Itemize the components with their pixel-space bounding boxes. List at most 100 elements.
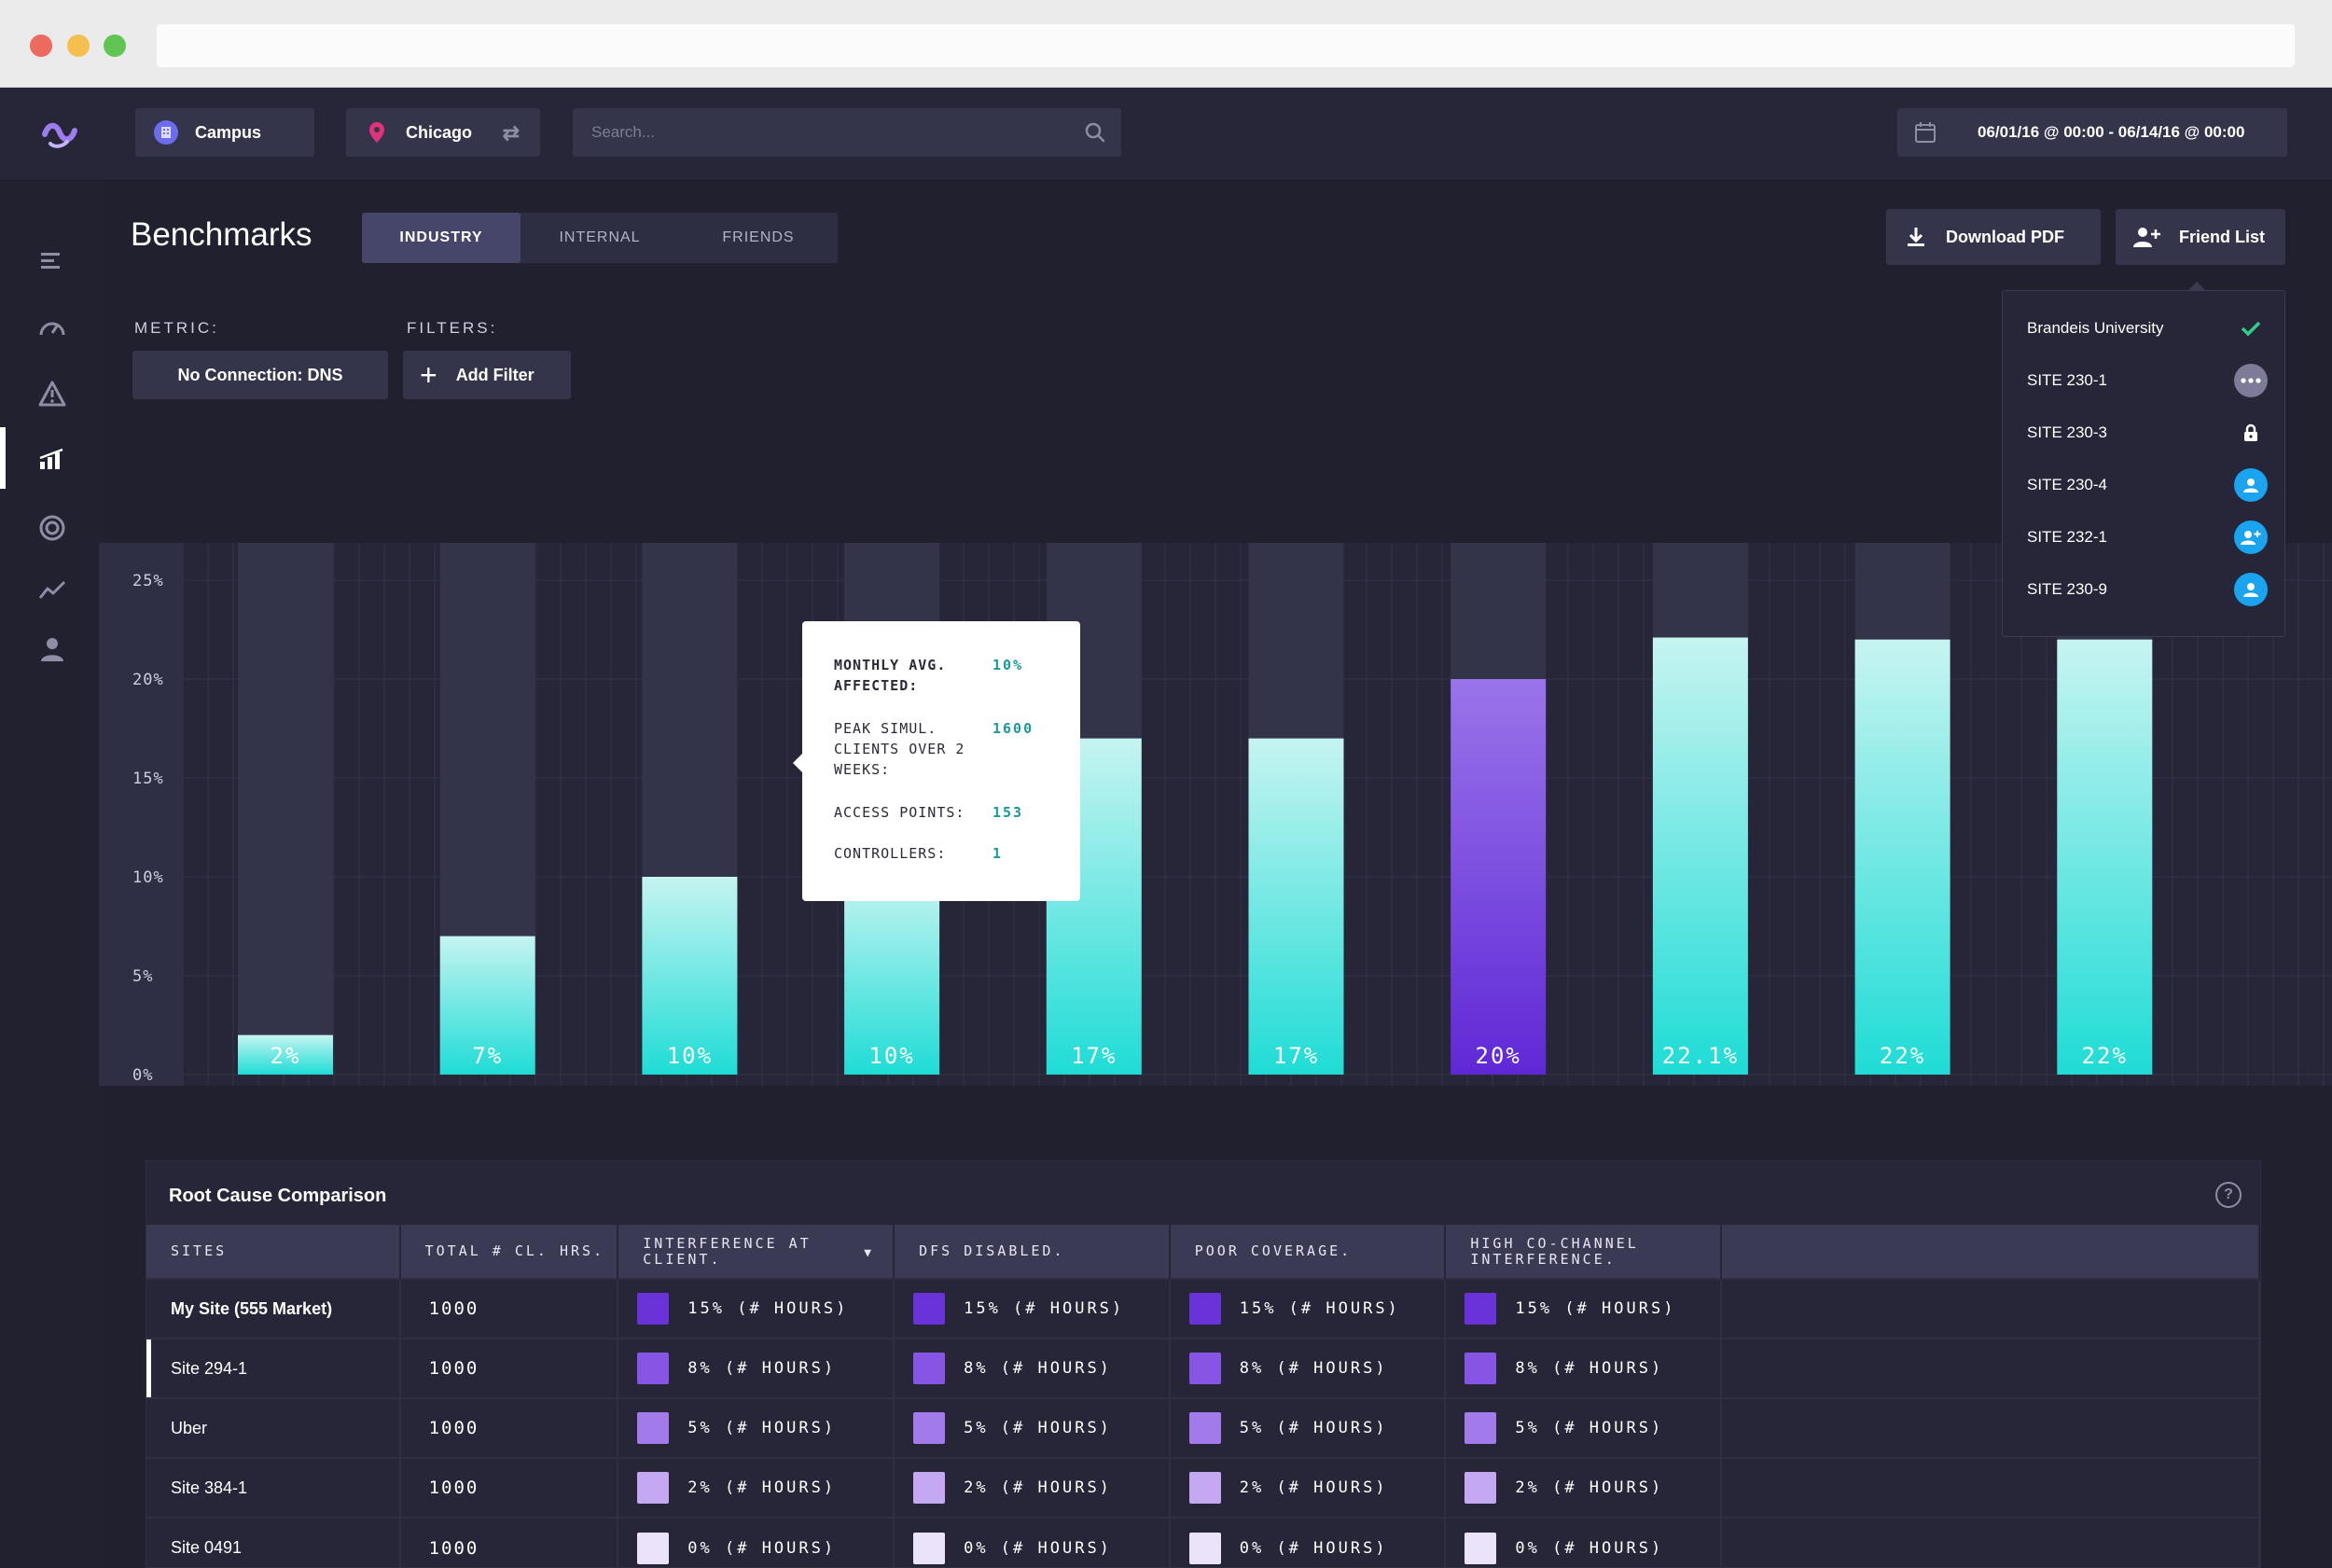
tooltip-key: MONTHLY AVG. AFFECTED:	[834, 657, 947, 694]
friend-item[interactable]: SITE 232-1	[2027, 519, 2268, 556]
percent-cell: 8% (# HOURS)	[1445, 1338, 1723, 1398]
percent-value: 5% (# HOURS)	[964, 1419, 1112, 1437]
bar	[1652, 637, 1748, 1075]
menu-icon[interactable]	[34, 243, 71, 280]
total-hours-cell: 1000	[399, 1338, 619, 1398]
friend-list-dropdown: Brandeis University SITE 230-1 SITE 230-…	[2002, 282, 2285, 637]
column-header-co-channel[interactable]: HIGH CO-CHANNEL INTERFERENCE.	[1445, 1225, 1723, 1279]
tooltip-key: ACCESS POINTS:	[834, 804, 965, 821]
severity-swatch	[637, 1472, 670, 1504]
root-cause-panel: Root Cause Comparison ? SITES TOTAL # CL…	[146, 1160, 2261, 1568]
severity-swatch	[637, 1353, 670, 1384]
severity-swatch	[1188, 1532, 1221, 1564]
y-tick-label: 20%	[132, 671, 164, 689]
alerts-icon[interactable]	[34, 375, 71, 412]
tooltip-row: MONTHLY AVG. AFFECTED: 10%	[834, 655, 1067, 696]
percent-cell: 0% (# HOURS)	[1169, 1517, 1447, 1568]
percent-cell: 2% (# HOURS)	[618, 1457, 895, 1518]
tab-friends[interactable]: FRIENDS	[722, 229, 795, 245]
add-user-icon[interactable]	[2234, 520, 2268, 554]
total-hours-cell: 1000	[399, 1457, 619, 1518]
column-header-poor-coverage[interactable]: POOR COVERAGE.	[1169, 1225, 1447, 1279]
window-maximize-button[interactable]	[104, 35, 126, 57]
percent-cell: 15% (# HOURS)	[1169, 1278, 1447, 1339]
friend-name: SITE 230-3	[2027, 423, 2107, 441]
friend-list-label: Friend List	[2179, 227, 2266, 246]
friend-item[interactable]: Brandeis University	[2027, 310, 2268, 347]
table-row[interactable]: Site 384-1 1000 2% (# HOURS) 2% (# HOURS) 2%…	[146, 1457, 2260, 1518]
user-profile-icon[interactable]	[34, 631, 71, 668]
more-icon[interactable]	[2234, 364, 2268, 397]
benchmarks-icon[interactable]	[0, 427, 71, 489]
date-range-picker[interactable]: 06/01/16 @ 00:00 - 06/14/16 @ 00:00	[1897, 108, 2287, 157]
metric-selector[interactable]: No Connection: DNS	[132, 351, 388, 399]
app-logo[interactable]	[41, 116, 78, 153]
friend-name: SITE 232-1	[2027, 528, 2107, 546]
y-axis-band	[99, 543, 183, 1086]
city-selector[interactable]: Chicago ⇄	[346, 108, 540, 157]
percent-value: 15% (# HOURS)	[1239, 1299, 1400, 1318]
table-row[interactable]: My Site (555 Market) 1000 15% (# HOURS) 15%…	[146, 1278, 2260, 1339]
campus-selector[interactable]: Campus	[135, 108, 314, 157]
bar-value-label: 10%	[868, 1043, 914, 1069]
column-header-label: INTERFERENCE AT CLIENT.	[643, 1234, 812, 1268]
city-label: Chicago	[406, 122, 473, 142]
friend-item[interactable]: SITE 230-1	[2027, 362, 2268, 399]
check-icon	[2234, 312, 2268, 345]
severity-swatch	[913, 1532, 946, 1564]
severity-swatch	[1464, 1532, 1497, 1564]
sort-down-icon[interactable]: ▼	[864, 1246, 875, 1260]
percent-cell: 8% (# HOURS)	[1169, 1338, 1447, 1398]
search-input[interactable]	[573, 108, 1121, 157]
user-icon[interactable]	[2234, 468, 2268, 502]
friend-item[interactable]: SITE 230-3	[2027, 414, 2268, 451]
table-row[interactable]: Site 0491 1000 0% (# HOURS) 0% (# HOURS) 0% …	[146, 1517, 2260, 1568]
percent-value: 0% (# HOURS)	[964, 1538, 1112, 1558]
network-target-icon[interactable]	[34, 509, 71, 547]
table-row[interactable]: Site 294-1 1000 8% (# HOURS) 8% (# HOURS) 8%…	[146, 1338, 2260, 1398]
table-row[interactable]: Uber 1000 5% (# HOURS) 5% (# HOURS) 5% (# HO…	[146, 1397, 2260, 1458]
empty-cell	[1721, 1338, 2260, 1398]
total-hours-cell: 1000	[399, 1397, 619, 1458]
address-bar[interactable]	[157, 24, 2295, 67]
trends-icon[interactable]	[34, 571, 71, 608]
add-filter-button[interactable]: + Add Filter	[403, 351, 571, 399]
friend-name: Brandeis University	[2027, 319, 2164, 337]
window-minimize-button[interactable]	[67, 35, 90, 57]
total-hours-cell: 1000	[399, 1517, 619, 1568]
site-name-cell: My Site (555 Market)	[146, 1278, 401, 1339]
friend-list-button[interactable]: Friend List	[2116, 209, 2285, 265]
column-header-dfs-disabled[interactable]: DFS DISABLED.	[894, 1225, 1171, 1279]
column-header-sites[interactable]: SITES	[146, 1225, 401, 1279]
search-icon[interactable]	[1084, 121, 1106, 144]
bar-value-label: 2%	[271, 1043, 301, 1069]
download-pdf-button[interactable]: Download PDF	[1886, 209, 2101, 265]
window-close-button[interactable]	[30, 35, 52, 57]
percent-cell: 2% (# HOURS)	[894, 1457, 1171, 1518]
site-name-cell: Site 384-1	[146, 1457, 401, 1518]
percent-cell: 5% (# HOURS)	[1169, 1397, 1447, 1458]
help-circle-icon[interactable]: ?	[2215, 1182, 2242, 1208]
percent-value: 5% (# HOURS)	[1239, 1419, 1388, 1437]
tooltip-row: CONTROLLERS: 1	[834, 843, 1067, 864]
bar-value-label: 22%	[2082, 1043, 2128, 1069]
bar	[1854, 639, 1950, 1075]
tab-internal[interactable]: INTERNAL	[559, 229, 641, 245]
column-header-interference[interactable]: INTERFERENCE AT CLIENT. ▼	[618, 1225, 895, 1279]
tab-industry[interactable]: INDUSTRY	[362, 213, 521, 263]
dashboard-gauge-icon[interactable]	[34, 308, 71, 345]
friend-item[interactable]: SITE 230-9	[2027, 571, 2268, 608]
percent-cell: 8% (# HOURS)	[618, 1338, 895, 1398]
percent-value: 0% (# HOURS)	[1515, 1538, 1664, 1558]
user-icon[interactable]	[2234, 573, 2268, 606]
date-range-text: 06/01/16 @ 00:00 - 06/14/16 @ 00:00	[1978, 123, 2245, 141]
tooltip-key: CONTROLLERS:	[834, 845, 947, 862]
friend-item[interactable]: SITE 230-4	[2027, 466, 2268, 504]
search-box[interactable]	[573, 108, 1121, 157]
percent-value: 0% (# HOURS)	[687, 1538, 837, 1558]
bar-value-label: 17%	[1273, 1043, 1319, 1069]
column-header-total-hours[interactable]: TOTAL # CL. HRS.	[399, 1225, 619, 1279]
empty-cell	[1721, 1278, 2260, 1339]
severity-swatch	[1464, 1293, 1497, 1325]
swap-icon[interactable]: ⇄	[502, 121, 520, 145]
